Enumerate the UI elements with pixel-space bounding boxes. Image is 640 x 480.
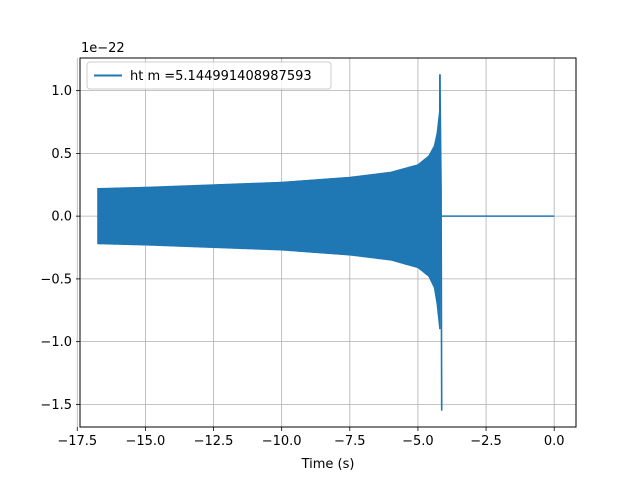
x-tick-label: −5.0 (402, 434, 434, 449)
y-axis: −1.5 −1.0 −0.5 0.0 0.5 1.0 (40, 84, 80, 413)
x-axis-label: Time (s) (301, 457, 355, 472)
y-tick-label: 0.0 (51, 210, 72, 225)
signal-band (97, 109, 441, 330)
legend: ht m =5.144991408987593 (86, 61, 332, 90)
x-tick-label: −15.0 (125, 434, 165, 449)
y-tick-label: 0.5 (51, 147, 72, 162)
x-tick-label: −10.0 (262, 434, 302, 449)
x-tick-label: −7.5 (334, 434, 366, 449)
y-offset-label: 1e−22 (81, 41, 125, 56)
legend-box (86, 61, 332, 90)
y-tick-label: −1.5 (40, 398, 72, 413)
x-tick-label: −12.5 (194, 434, 234, 449)
x-tick-label: −17.5 (57, 434, 97, 449)
data-series (97, 74, 555, 411)
legend-entry-label: ht m =5.144991408987593 (130, 69, 312, 84)
y-tick-label: 1.0 (51, 84, 72, 99)
y-tick-label: −1.0 (40, 335, 72, 350)
x-tick-label: −2.5 (470, 434, 502, 449)
y-tick-label: −0.5 (40, 272, 72, 287)
x-tick-label: 0.0 (544, 434, 565, 449)
x-axis: −17.5 −15.0 −12.5 −10.0 −7.5 −5.0 −2.5 0.0 (57, 427, 565, 449)
plot-frame (79, 57, 577, 428)
